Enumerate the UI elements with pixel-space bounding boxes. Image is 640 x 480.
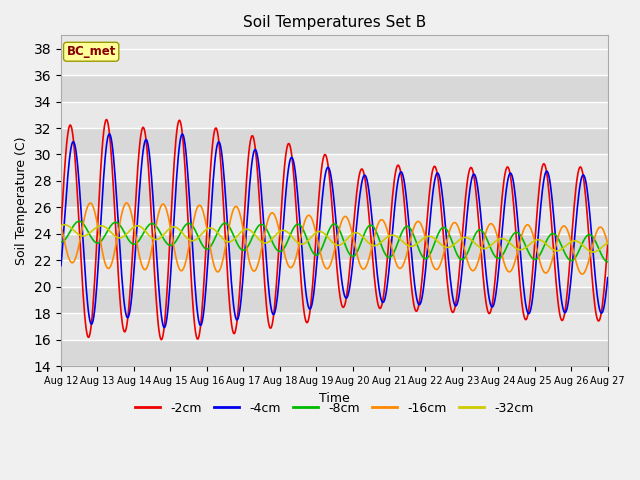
Bar [61,181,608,207]
Title: Soil Temperatures Set B: Soil Temperatures Set B [243,15,426,30]
Bar [61,287,608,313]
Bar [61,261,608,287]
Text: BC_met: BC_met [67,45,116,58]
Bar [61,128,608,155]
Bar [61,75,608,102]
Y-axis label: Soil Temperature (C): Soil Temperature (C) [15,137,28,265]
X-axis label: Time: Time [319,392,349,405]
Bar [61,207,608,234]
Bar [61,340,608,366]
Bar [61,155,608,181]
Legend: -2cm, -4cm, -8cm, -16cm, -32cm: -2cm, -4cm, -8cm, -16cm, -32cm [130,396,538,420]
Bar [61,102,608,128]
Bar [61,313,608,340]
Bar [61,48,608,75]
Bar [61,234,608,261]
